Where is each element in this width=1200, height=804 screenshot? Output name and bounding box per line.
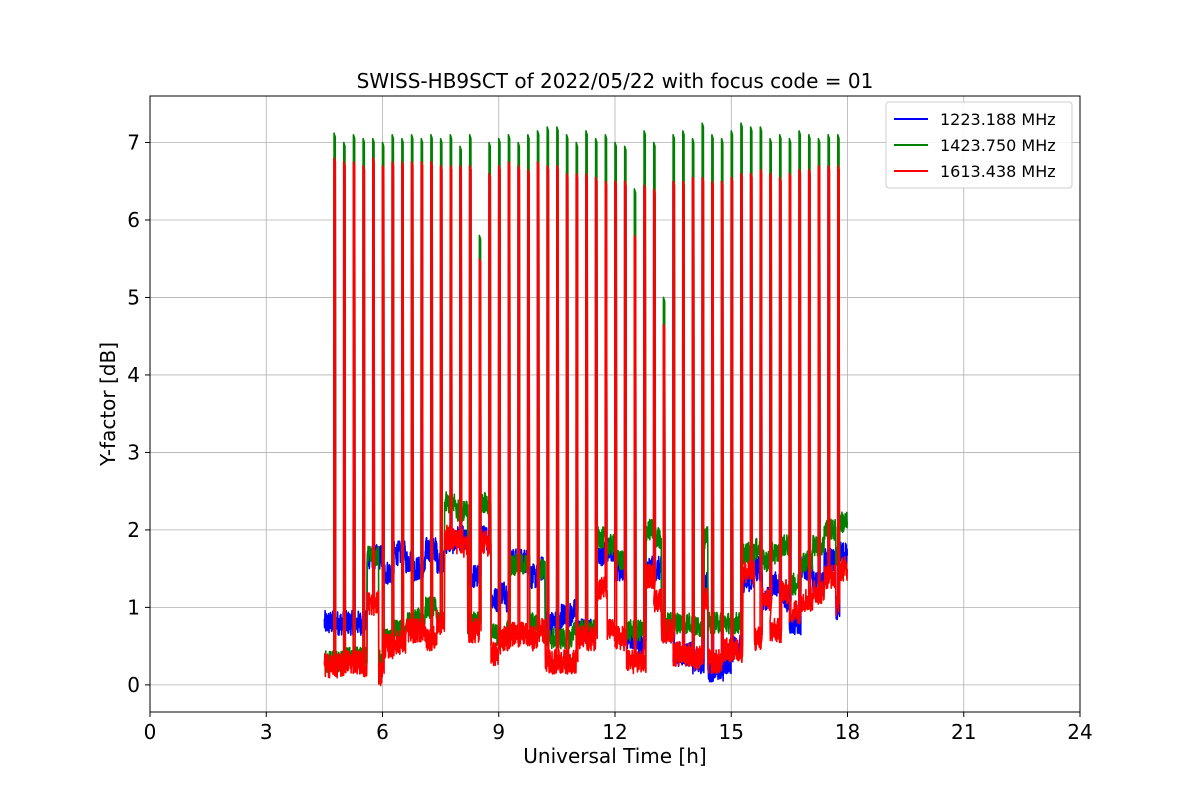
- y-tick-label: 7: [127, 130, 140, 154]
- x-tick-label: 12: [602, 720, 627, 744]
- x-tick-label: 18: [835, 720, 860, 744]
- y-tick-label: 2: [127, 518, 140, 542]
- legend-label: 1613.438 MHz: [940, 162, 1056, 181]
- plot-series: [323, 122, 849, 687]
- y-axis-label: Y-factor [dB]: [96, 342, 120, 467]
- x-tick-label: 24: [1067, 720, 1092, 744]
- x-tick-label: 6: [376, 720, 389, 744]
- x-axis-label: Universal Time [h]: [523, 744, 706, 768]
- x-tick-label: 3: [260, 720, 273, 744]
- x-tick-label: 21: [951, 720, 976, 744]
- series-line-red: [323, 157, 849, 687]
- legend-box: [885, 101, 1073, 189]
- x-tick-label: 9: [492, 720, 505, 744]
- legend: 1223.188 MHz 1423.750 MHz 1613.438 MHz: [885, 101, 1073, 189]
- y-tick-label: 6: [127, 208, 140, 232]
- legend-label: 1423.750 MHz: [940, 136, 1056, 155]
- chart-title: SWISS-HB9SCT of 2022/05/22 with focus co…: [357, 69, 874, 93]
- y-tick-label: 4: [127, 363, 140, 387]
- x-tick-label: 0: [144, 720, 157, 744]
- y-tick-label: 0: [127, 673, 140, 697]
- y-tick-label: 3: [127, 440, 140, 464]
- legend-label: 1223.188 MHz: [940, 110, 1056, 129]
- x-tick-label: 15: [719, 720, 744, 744]
- y-tick-label: 1: [127, 595, 140, 619]
- y-tick-label: 5: [127, 285, 140, 309]
